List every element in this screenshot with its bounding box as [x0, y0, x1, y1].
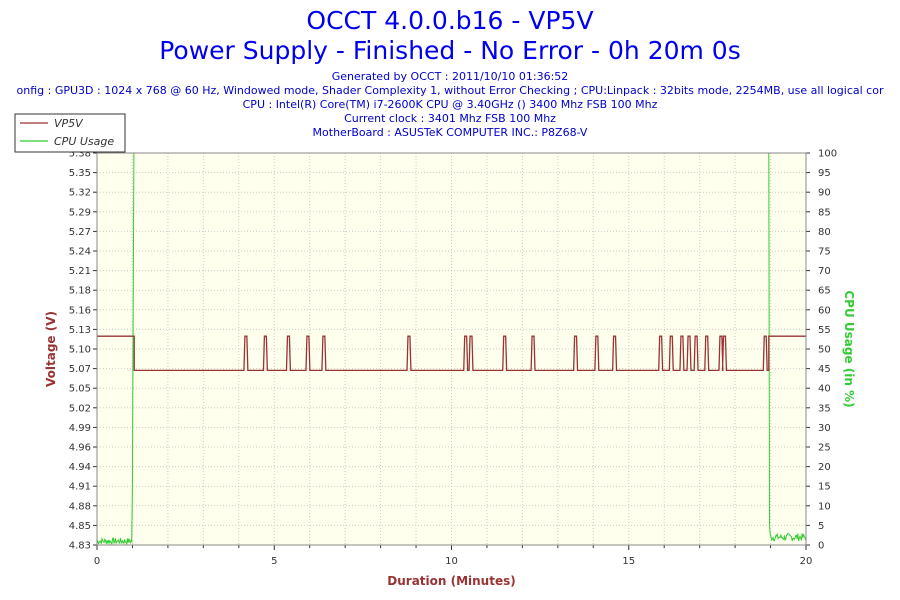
- y-tick-label: 4.83: [69, 541, 91, 552]
- info-clock: Current clock : 3401 Mhz FSB 100 Mhz: [344, 112, 556, 125]
- y2-tick-label: 30: [818, 423, 831, 434]
- y-axis-label: Voltage (V): [44, 311, 58, 387]
- y-tick-label: 5.02: [69, 403, 91, 414]
- legend-box: [14, 113, 126, 153]
- y2-tick-label: 5: [818, 521, 824, 532]
- y-axis-right: 1009590858075706560555045403530252015105…: [806, 149, 837, 552]
- y2-tick-label: 10: [818, 501, 831, 512]
- y-tick-label: 4.88: [69, 501, 91, 512]
- y-tick-label: 5.24: [69, 247, 91, 258]
- y2-tick-label: 95: [818, 168, 831, 179]
- y2-tick-label: 15: [818, 482, 831, 493]
- y2-tick-label: 60: [818, 305, 831, 316]
- y-tick-label: 5.18: [69, 286, 91, 297]
- y2-tick-label: 25: [818, 443, 831, 454]
- y2-tick-label: 55: [818, 325, 831, 336]
- chart-subtitle: Power Supply - Finished - No Error - 0h …: [159, 36, 741, 65]
- y-tick-label: 5.38: [69, 149, 91, 160]
- y2-tick-label: 70: [818, 266, 831, 277]
- legend: VP5V CPU Usage: [14, 113, 126, 153]
- info-motherboard: MotherBoard : ASUSTeK COMPUTER INC.: P8Z…: [312, 126, 588, 139]
- y2-tick-label: 85: [818, 207, 831, 218]
- y2-tick-label: 80: [818, 227, 831, 238]
- y-tick-label: 4.91: [69, 482, 91, 493]
- x-tick-label: 10: [445, 556, 458, 567]
- x-axis-label: Duration (Minutes): [387, 574, 515, 588]
- y-tick-label: 4.99: [69, 423, 91, 434]
- y2-tick-label: 20: [818, 462, 831, 473]
- y-tick-label: 5.32: [69, 188, 91, 199]
- y2-tick-label: 100: [818, 149, 837, 160]
- chart-title: OCCT 4.0.0.b16 - VP5V: [306, 6, 594, 35]
- info-generated: Generated by OCCT : 2011/10/10 01:36:52: [331, 70, 569, 83]
- y-tick-label: 5.16: [69, 305, 91, 316]
- y-tick-label: 5.05: [69, 384, 91, 395]
- y2-tick-label: 45: [818, 364, 831, 375]
- y-tick-label: 4.94: [69, 462, 91, 473]
- x-tick-label: 5: [271, 556, 277, 567]
- info-config: onfig : GPU3D : 1024 x 768 @ 60 Hz, Wind…: [16, 84, 884, 97]
- y-tick-label: 5.27: [69, 227, 91, 238]
- y-tick-label: 5.21: [69, 266, 91, 277]
- y2-tick-label: 90: [818, 188, 831, 199]
- x-tick-label: 0: [94, 556, 100, 567]
- y-tick-label: 5.29: [69, 207, 91, 218]
- y2-tick-label: 75: [818, 247, 831, 258]
- x-tick-label: 20: [800, 556, 813, 567]
- info-cpu: CPU : Intel(R) Core(TM) i7-2600K CPU @ 3…: [242, 98, 658, 111]
- y-tick-label: 5.35: [69, 168, 91, 179]
- plot-frame: [96, 152, 807, 546]
- y-tick-label: 5.10: [69, 345, 91, 356]
- y-tick-label: 5.07: [69, 364, 91, 375]
- legend-label-vp5v: VP5V: [54, 117, 84, 130]
- y2-tick-label: 40: [818, 384, 831, 395]
- legend-label-cpu-usage: CPU Usage: [54, 135, 114, 148]
- y2-tick-label: 50: [818, 345, 831, 356]
- y2-tick-label: 0: [818, 541, 824, 552]
- y-tick-label: 5.13: [69, 325, 91, 336]
- y2-tick-label: 35: [818, 403, 831, 414]
- x-axis: 0 5 10 15 20: [94, 545, 813, 567]
- y2-tick-label: 65: [818, 286, 831, 297]
- series-vp5v-line: [97, 335, 806, 372]
- y2-axis-label: CPU Usage (in %): [842, 290, 856, 407]
- x-tick-label: 15: [622, 556, 635, 567]
- y-axis-left: 5.38 5.35 5.32 5.29 5.27 5.24 5.21 5.18 5.16 5.13…: [69, 149, 97, 552]
- y-tick-label: 4.96: [69, 443, 91, 454]
- y-tick-label: 4.85: [69, 521, 91, 532]
